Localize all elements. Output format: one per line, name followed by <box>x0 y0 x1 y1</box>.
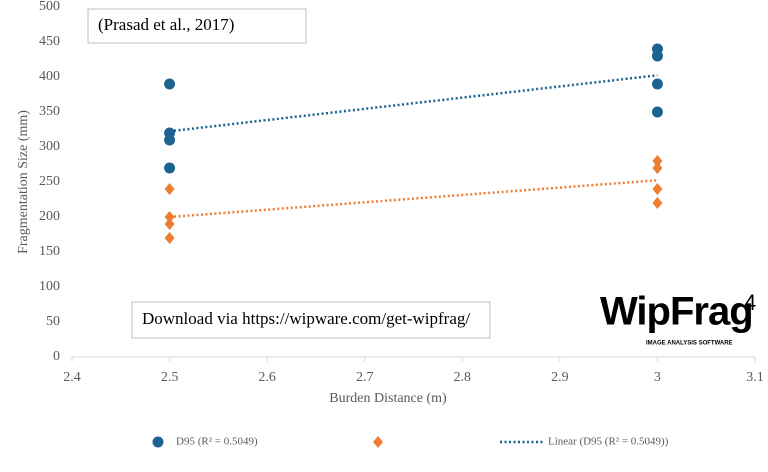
data-point <box>164 78 176 90</box>
data-point <box>651 78 663 90</box>
y-tick-label: 350 <box>39 104 60 119</box>
x-tick-label: 3 <box>654 370 661 385</box>
logo-superscript: 4 <box>744 290 756 315</box>
trendline <box>169 179 658 219</box>
y-tick-label: 100 <box>39 279 60 294</box>
legend-label: D95 (R² = 0.5049) <box>176 436 258 448</box>
trendline <box>169 74 658 133</box>
annotation-box <box>87 8 307 44</box>
data-point <box>651 106 663 118</box>
data-point <box>164 162 176 174</box>
data-point <box>164 134 176 146</box>
logo-text: WipFrag <box>600 290 753 334</box>
y-tick-label: 500 <box>39 0 60 14</box>
data-point <box>651 50 663 62</box>
y-tick-label: 300 <box>39 139 60 154</box>
data-point <box>652 155 663 167</box>
annotation-box <box>131 301 491 339</box>
y-tick-label: 0 <box>53 349 60 364</box>
legend-marker <box>152 436 164 448</box>
x-tick-label: 2.5 <box>161 370 179 385</box>
legend-label: Linear (D95 (R² = 0.5049)) <box>548 436 669 448</box>
y-tick-label: 150 <box>39 244 60 259</box>
x-tick-label: 2.8 <box>454 370 472 385</box>
data-point <box>652 183 663 195</box>
x-tick-label: 3.1 <box>746 370 764 385</box>
annotation: (Prasad et al., 2017) <box>98 15 234 34</box>
y-tick-label: 400 <box>39 69 60 84</box>
data-point <box>652 197 663 209</box>
x-tick-label: 2.7 <box>356 370 374 385</box>
legend-marker <box>373 436 383 448</box>
data-point <box>652 162 663 174</box>
x-axis-label: Burden Distance (m) <box>329 391 447 406</box>
y-tick-label: 250 <box>39 174 60 189</box>
y-tick-label: 200 <box>39 209 60 224</box>
y-tick-label: 50 <box>46 314 60 329</box>
y-tick-label: 450 <box>39 34 60 49</box>
data-point <box>164 183 175 195</box>
annotation: Download via https://wipware.com/get-wip… <box>142 309 470 328</box>
x-tick-label: 2.4 <box>63 370 81 385</box>
data-point <box>164 218 175 230</box>
data-point <box>164 211 175 223</box>
data-point <box>164 232 175 244</box>
x-tick-label: 2.6 <box>258 370 276 385</box>
x-tick-label: 2.9 <box>551 370 569 385</box>
logo-tagline: IMAGE ANALYSIS SOFTWARE <box>646 341 733 347</box>
y-axis-label: Fragmentation Size (mm) <box>16 110 31 254</box>
